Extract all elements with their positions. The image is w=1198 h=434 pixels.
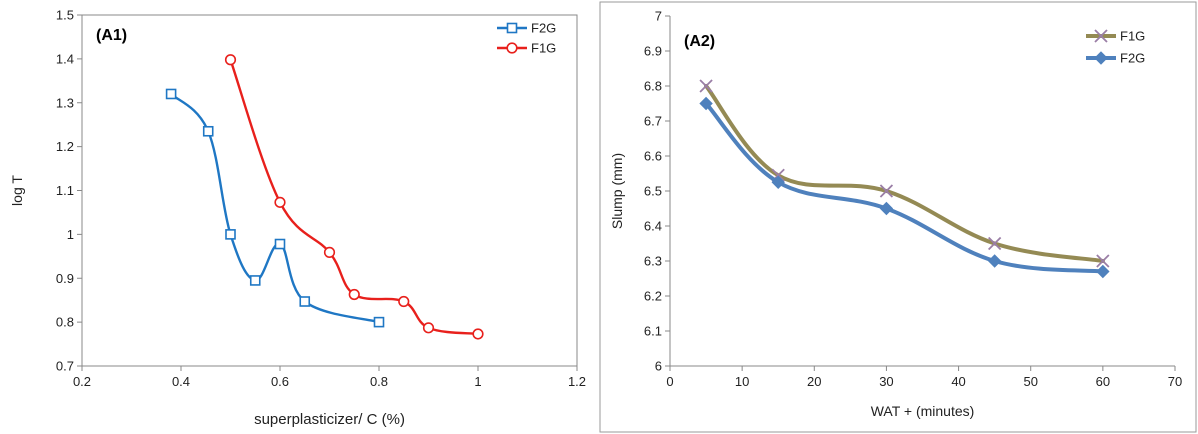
series-f2g: [165, 88, 385, 328]
x-tick-label: 1.2: [568, 374, 586, 389]
y-tick-label: 6.4: [644, 219, 662, 234]
legend-entry-f1g: F1G: [1086, 29, 1145, 44]
data-point-f2g: [299, 296, 311, 307]
x-tick-label: 10: [735, 374, 749, 389]
y-axis-label: log T: [9, 175, 25, 206]
series-line-f2g: [704, 101, 1105, 274]
data-point-f1g: [224, 54, 237, 66]
data-point-f2g: [274, 238, 286, 250]
x-tick-label: 0.8: [370, 374, 388, 389]
y-tick-label: 0.8: [56, 315, 74, 330]
y-tick-label: 1.2: [56, 139, 74, 154]
y-tick-label: 6.2: [644, 289, 662, 304]
y-tick-label: 6.8: [644, 79, 662, 94]
data-point-f1g: [699, 79, 713, 93]
x-axis-label: WAT + (minutes): [871, 403, 975, 419]
legend-entry-f2g: F2G: [497, 21, 556, 36]
legend-entry-f1g: F1G: [497, 41, 556, 56]
data-point-f1g: [472, 328, 484, 340]
data-point-f1g: [422, 322, 435, 334]
data-point-f2g: [699, 96, 713, 111]
x-tick-label: 70: [1168, 374, 1182, 389]
data-point-f1g: [348, 288, 360, 301]
series-f1g: [699, 79, 1110, 268]
legend-marker: [506, 22, 518, 34]
y-tick-label: 6.1: [644, 324, 662, 339]
chart-a2: 66.16.26.36.46.56.66.76.86.970 10 20 30 40 50…: [599, 1, 1197, 433]
x-tick-label: 0.4: [172, 374, 190, 389]
data-point-f2g: [879, 201, 894, 216]
y-tick-label: 6: [655, 359, 662, 374]
x-tick-label: 0.2: [73, 374, 91, 389]
y-tick-label: 6.9: [644, 44, 662, 59]
legend-marker: [1094, 29, 1108, 43]
legend-label: F1G: [531, 41, 556, 56]
legend-marker: [506, 42, 518, 54]
data-point-f1g: [1096, 254, 1110, 268]
data-point-f1g: [988, 236, 1002, 251]
chart-border: [599, 1, 1197, 433]
data-point-f1g: [398, 295, 410, 308]
x-tick-label: 20: [807, 374, 821, 389]
legend-entry-f2g: F2G: [1086, 51, 1145, 66]
series-f1g: [224, 54, 484, 340]
panel-label: (A2): [684, 33, 715, 50]
y-tick-label: 6.6: [644, 149, 662, 164]
data-point-f2g: [249, 275, 261, 286]
x-tick-label: 30: [879, 374, 893, 389]
data-point-f1g: [879, 184, 894, 198]
data-point-f2g: [165, 88, 177, 100]
series-f2g: [699, 96, 1110, 279]
legend-marker: [1094, 51, 1108, 65]
chart-a1: 0.7 0.8 0.9 1 1.1 1.2 1.3 1.4 1.5 0.2 0.4 0.6 0.8 1 1.…: [9, 8, 586, 429]
y-tick-label: 1.1: [56, 183, 74, 198]
x-tick-label: 60: [1096, 374, 1110, 389]
y-axis-label: Slump (mm): [609, 153, 625, 229]
y-tick-label: 6.5: [644, 184, 662, 199]
legend-label: F2G: [1120, 51, 1145, 66]
y-tick-label: 1.3: [56, 95, 74, 110]
y-tick-label: 6.3: [644, 254, 662, 269]
y-tick-label: 1.5: [56, 8, 74, 23]
data-point-f1g: [323, 246, 336, 258]
y-tick-label: 1.4: [56, 51, 74, 66]
data-point-f2g: [1096, 264, 1110, 279]
x-tick-label: 0.6: [271, 374, 289, 389]
x-tick-label: 1: [474, 374, 481, 389]
x-tick-label: 0: [666, 374, 673, 389]
data-point-f2g: [771, 175, 785, 189]
data-point-f2g: [202, 125, 214, 137]
legend-label: F2G: [531, 21, 556, 36]
x-tick-label: 50: [1023, 374, 1037, 389]
y-tick-label: 0.7: [56, 359, 74, 374]
x-axis-label: superplasticizer/ C (%): [254, 411, 405, 428]
data-point-f2g: [373, 316, 385, 328]
y-tick-label: 6.7: [644, 114, 662, 129]
panel-label: (A1): [96, 27, 127, 44]
y-tick-label: 1: [67, 227, 74, 242]
x-tick-label: 40: [951, 374, 965, 389]
data-point-f2g: [987, 254, 1002, 268]
data-point-f2g: [225, 229, 236, 240]
y-tick-label: 7: [655, 9, 662, 24]
data-point-f1g: [274, 196, 286, 208]
legend-label: F1G: [1120, 29, 1145, 44]
y-tick-label: 0.9: [56, 271, 74, 286]
